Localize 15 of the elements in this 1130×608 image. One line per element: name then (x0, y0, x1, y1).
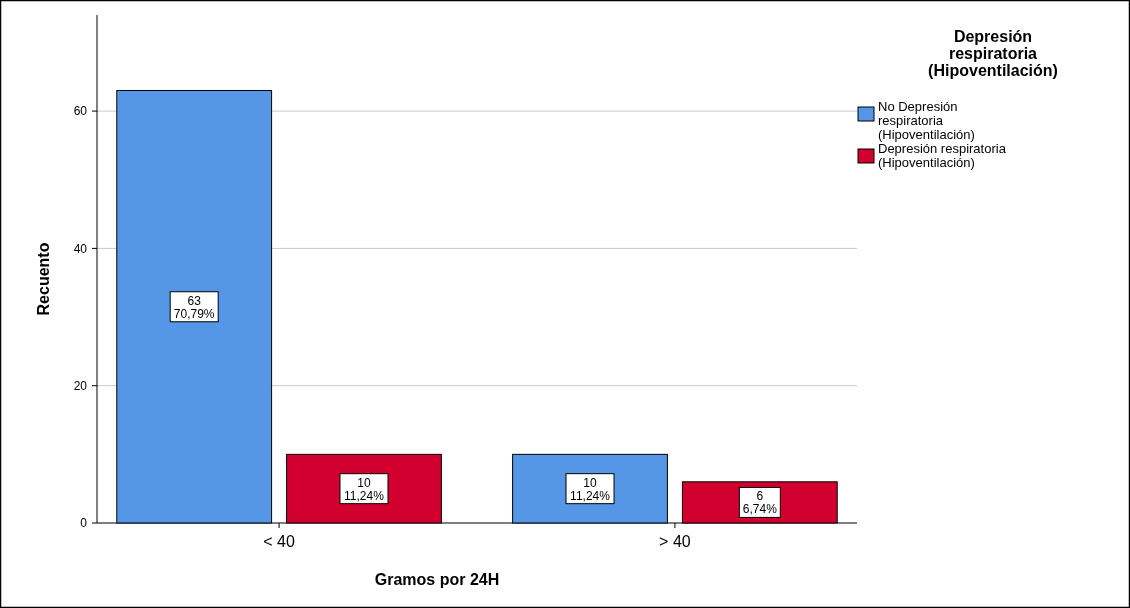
y-tick-label: 0 (80, 516, 88, 531)
y-tick-label: 20 (73, 378, 88, 393)
data-label: 6 6,74% (742, 489, 778, 517)
y-tick-label: 40 (73, 241, 88, 256)
y-tick-label: 60 (73, 104, 88, 119)
data-label: 63 70,79% (173, 293, 215, 321)
x-axis-title: Gramos por 24H (374, 571, 500, 588)
x-tick-label: < 40 (263, 533, 295, 550)
legend-title: Depresión respiratoria (Hipoventilación) (928, 28, 1058, 79)
data-label: 10 11,24% (570, 475, 611, 503)
y-axis-title: Recuento (35, 242, 52, 316)
legend-label: No Depresión respiratoria (Hipoventilación) (878, 99, 975, 142)
x-tick-label: > 40 (659, 533, 691, 550)
legend-label: Depresión respiratoria (Hipoventilación) (878, 141, 1007, 170)
data-label: 10 11,24% (344, 475, 385, 503)
